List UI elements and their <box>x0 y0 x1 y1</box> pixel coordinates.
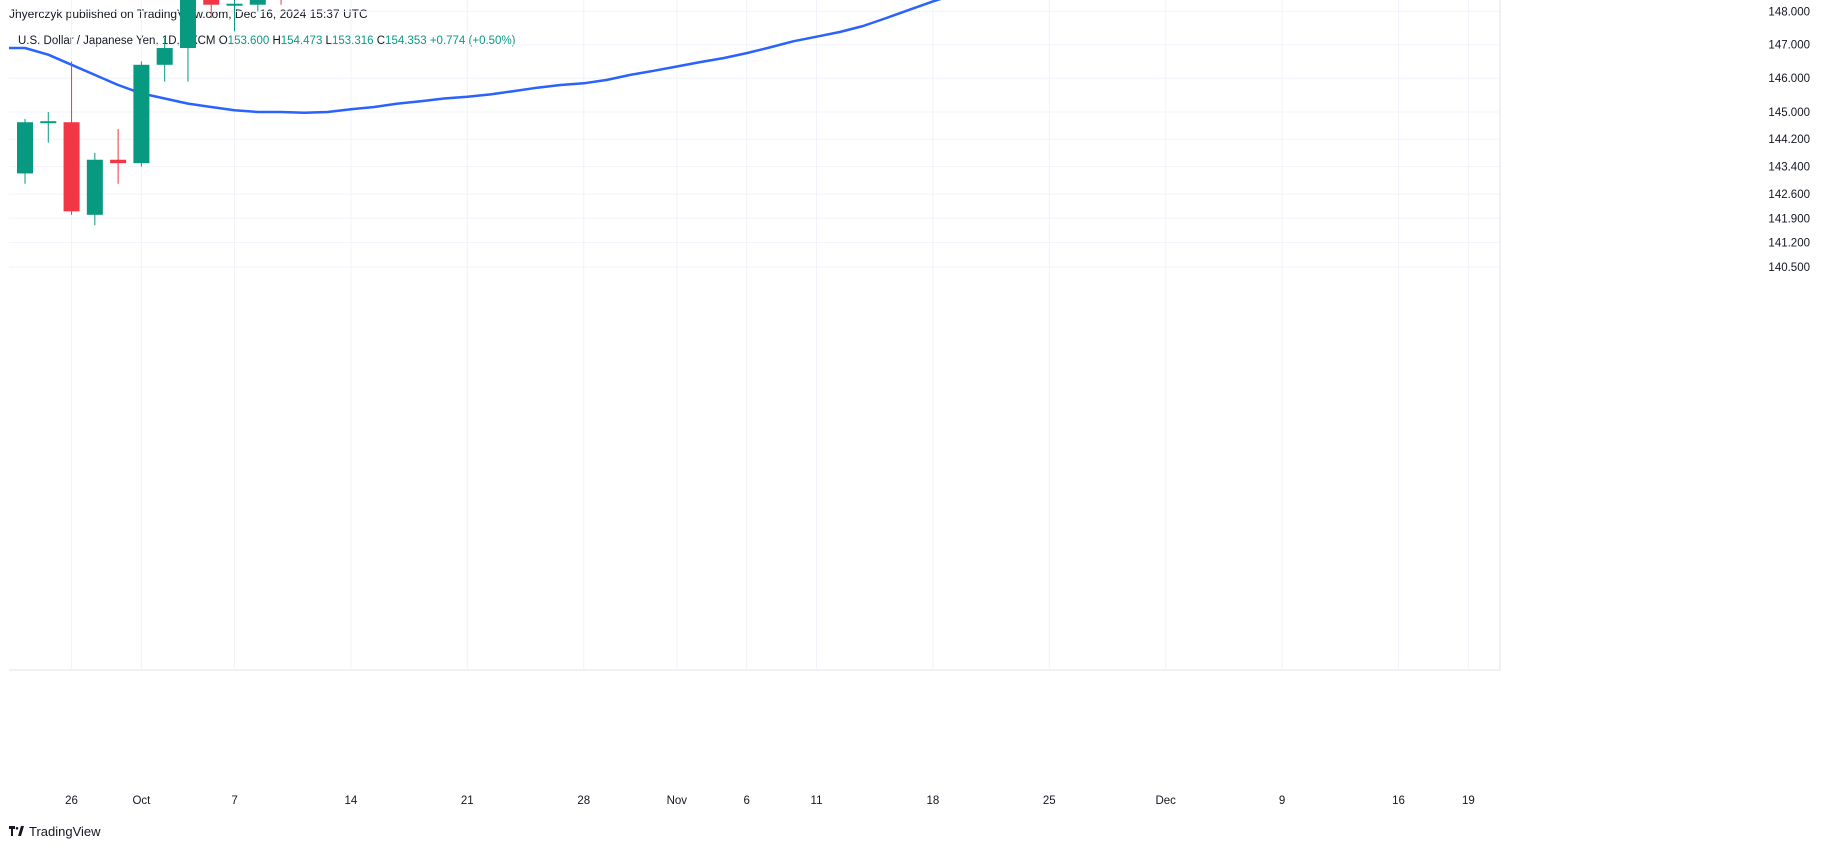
tradingview-logo-icon[interactable] <box>9 824 25 839</box>
x-tick-label: 25 <box>1043 795 1056 807</box>
x-tick-label: 16 <box>1392 795 1405 807</box>
x-tick-label: Dec <box>1155 795 1176 807</box>
time-axis: 26 Oct 7 14 21 28 Nov 6 11 18 25 Dec 9 16 19 <box>65 795 1475 807</box>
candle-body <box>156 48 173 65</box>
x-tick-label: 21 <box>461 795 474 807</box>
y-tick-label: 146.000 <box>1768 73 1810 85</box>
footer: TradingView <box>9 824 101 839</box>
y-tick-label: 143.400 <box>1768 162 1810 174</box>
candle-body <box>40 121 57 124</box>
y-tick-label: 147.000 <box>1768 40 1810 52</box>
open-value: 153.600 <box>227 35 270 47</box>
candle-body <box>63 122 80 212</box>
x-tick-label: 14 <box>345 795 358 807</box>
candle-body <box>179 0 196 49</box>
y-tick-label: 142.600 <box>1768 189 1810 201</box>
high-label: H <box>272 35 281 47</box>
close-value: 154.353 <box>385 35 427 47</box>
candle-body <box>133 64 150 164</box>
chart-grid <box>9 0 1501 671</box>
candle-body <box>203 0 220 5</box>
change-value: +0.774 (+0.50%) <box>429 35 516 47</box>
symbol-legend: U.S. Dollar / Japanese Yen, 1D, FXCM O15… <box>18 35 516 47</box>
candle-body <box>226 3 243 6</box>
candle-body <box>86 159 103 215</box>
x-tick-label: 7 <box>231 795 237 807</box>
y-tick-label: 148.000 <box>1768 6 1810 18</box>
y-tick-label: 141.200 <box>1768 238 1810 250</box>
low-label: L <box>325 35 332 47</box>
y-tick-label: 144.200 <box>1768 134 1810 146</box>
x-tick-label: 6 <box>743 795 749 807</box>
high-value: 154.473 <box>280 35 323 47</box>
x-tick-label: 28 <box>577 795 590 807</box>
y-tick-label: 145.000 <box>1768 107 1810 119</box>
x-tick-label: 11 <box>811 795 823 807</box>
x-tick-label: 26 <box>65 795 78 807</box>
y-tick-label: 140.500 <box>1768 262 1810 274</box>
candles <box>17 0 282 226</box>
candle-body <box>110 159 127 164</box>
open-label: O <box>218 35 228 47</box>
symbol-name[interactable]: U.S. Dollar / Japanese Yen, 1D, FXCM <box>18 35 216 47</box>
candle-body <box>249 0 266 5</box>
footer-brand[interactable]: TradingView <box>29 824 101 839</box>
price-axis: 158.000157.000156.000155.000154.000153.0… <box>1768 6 1810 274</box>
close-label: C <box>376 35 386 47</box>
x-tick-label: Nov <box>667 795 688 807</box>
x-tick-label: 19 <box>1462 795 1475 807</box>
y-tick-label: 141.900 <box>1768 213 1810 225</box>
low-value: 153.316 <box>331 35 374 47</box>
x-tick-label: Oct <box>132 795 151 807</box>
x-tick-label: 18 <box>927 795 940 807</box>
x-tick-label: 9 <box>1279 795 1285 807</box>
candle-body <box>17 122 33 174</box>
ma-line <box>9 0 942 114</box>
moving-averages <box>9 0 942 114</box>
